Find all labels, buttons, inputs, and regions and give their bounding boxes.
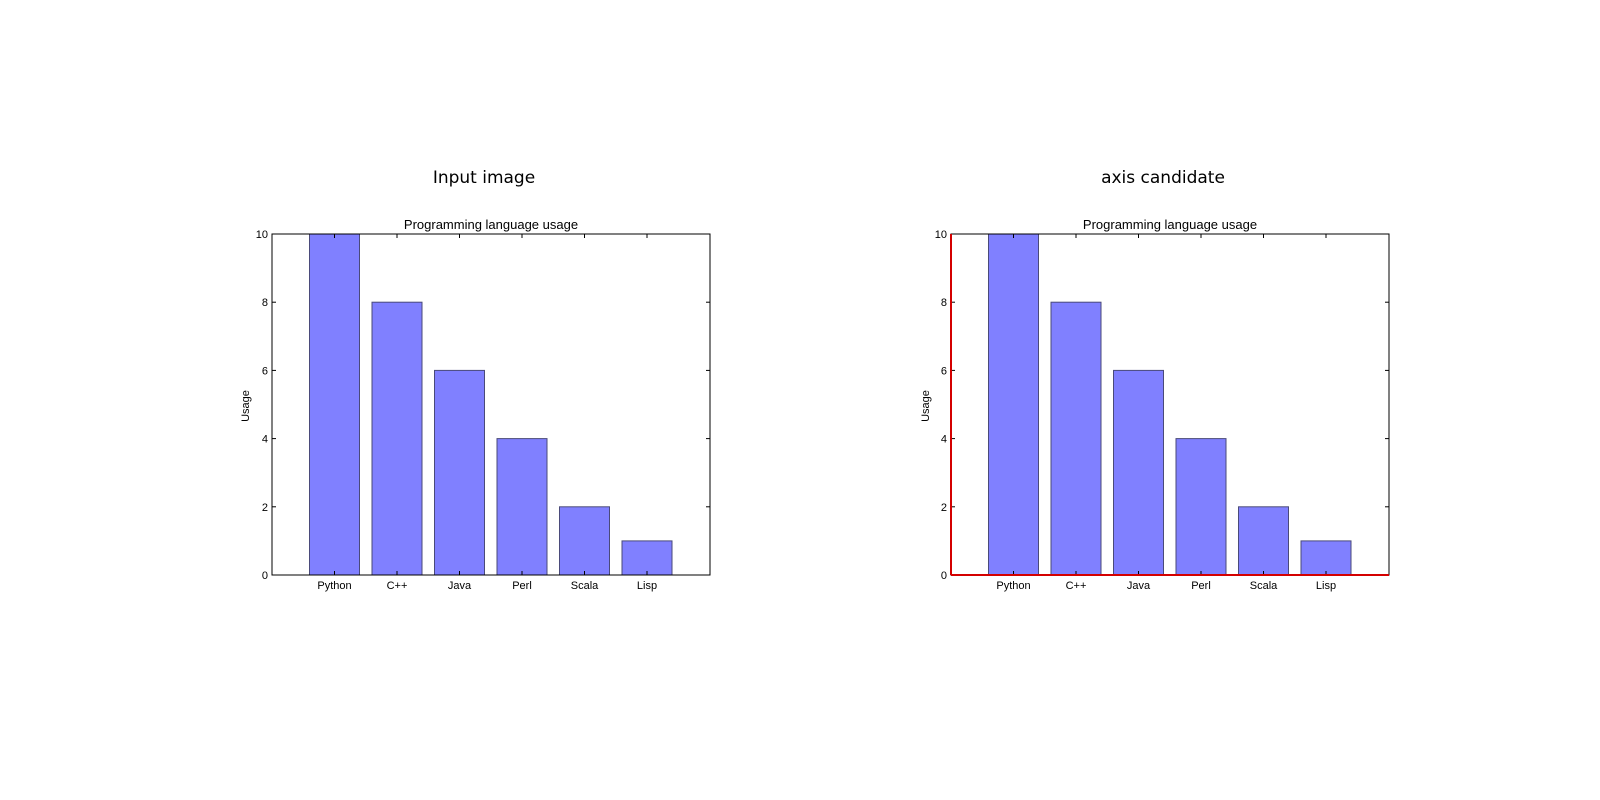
x-tick-label: Perl — [1191, 580, 1211, 592]
x-tick-label: Scala — [1250, 580, 1278, 592]
bar-chart: 0 2 4 6 8 10 Python C++ Java Perl Scala Lisp — [935, 229, 1390, 592]
y-tick-label: 8 — [262, 297, 268, 309]
x-tick-label: Lisp — [1316, 580, 1336, 592]
panel-input-image: Input image Programming language usage U… — [240, 168, 711, 592]
y-tick-label: 4 — [941, 434, 947, 446]
bar-lisp — [621, 540, 673, 576]
bar-c- — [1050, 301, 1102, 576]
bar-lisp — [1300, 540, 1352, 576]
bar-chart: 0 2 4 6 8 10 Python C++ Java Perl Scala Lisp — [256, 229, 711, 592]
x-tick-label: Java — [448, 580, 472, 592]
bar-perl — [1175, 438, 1227, 576]
x-tick-label: Java — [1127, 580, 1151, 592]
y-tick-label: 0 — [941, 570, 947, 582]
bar-perl — [496, 438, 548, 576]
x-tick-label: Python — [317, 580, 351, 592]
bar-python — [988, 233, 1039, 576]
y-axis-label: Usage — [920, 390, 932, 422]
bar-c- — [371, 301, 423, 576]
chart-title: Programming language usage — [1083, 217, 1257, 232]
chart-title: Programming language usage — [404, 217, 578, 232]
y-tick-label: 6 — [262, 365, 268, 377]
bar-scala — [1238, 506, 1289, 576]
y-tick-label: 2 — [941, 502, 947, 514]
x-tick-label: Python — [996, 580, 1030, 592]
plot-frame — [271, 233, 711, 576]
y-tick-label: 6 — [941, 365, 947, 377]
x-tick-label: Perl — [512, 580, 532, 592]
y-tick-label: 8 — [941, 297, 947, 309]
panel-axis-candidate: axis candidate Programming language usag… — [920, 168, 1390, 592]
bar-java — [1113, 369, 1164, 576]
panel-heading: Input image — [433, 168, 535, 188]
x-tick-label: C++ — [1066, 580, 1087, 592]
y-axis-label: Usage — [240, 390, 252, 422]
bar-python — [309, 233, 360, 576]
y-tick-label: 10 — [935, 229, 947, 241]
x-tick-label: Scala — [571, 580, 599, 592]
y-tick-label: 10 — [256, 229, 268, 241]
bar-java — [434, 369, 485, 576]
x-tick-label: C++ — [387, 580, 408, 592]
y-tick-label: 2 — [262, 502, 268, 514]
bar-scala — [559, 506, 610, 576]
y-tick-label: 0 — [262, 570, 268, 582]
panel-heading: axis candidate — [1101, 168, 1225, 188]
x-tick-label: Lisp — [637, 580, 657, 592]
y-tick-label: 4 — [262, 434, 268, 446]
